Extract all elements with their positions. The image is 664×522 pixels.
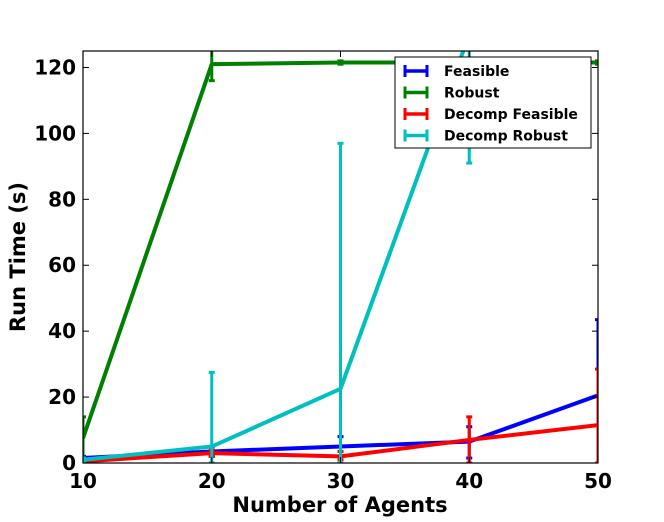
error-bar	[595, 367, 598, 463]
y-tick-label: 80	[48, 187, 76, 211]
y-tick-label: 120	[34, 55, 76, 79]
error-bar	[595, 59, 598, 66]
legend-label: Robust	[444, 86, 500, 102]
legend-label: Decomp Robust	[444, 129, 568, 145]
y-tick-label: 40	[48, 319, 76, 343]
legend-item-decomp-robust: Decomp Robust	[403, 129, 568, 145]
error-bar	[83, 415, 86, 463]
legend-label: Decomp Feasible	[444, 107, 578, 123]
error-bar	[208, 370, 215, 463]
y-axis-title: Run Time (s)	[6, 182, 30, 332]
error-bar	[337, 59, 344, 66]
y-tick-label: 20	[48, 385, 76, 409]
legend-label: Feasible	[444, 64, 509, 80]
plot-frame	[82, 50, 599, 464]
x-tick-label: 20	[198, 469, 226, 493]
legend: Feasible Robust Decomp Feasible Decomp Robu…	[394, 56, 592, 149]
y-tick-label: 100	[34, 121, 76, 145]
x-axis-title: Number of Agents	[232, 493, 447, 517]
legend-item-decomp-feasible: Decomp Feasible	[403, 107, 578, 123]
error-bar	[83, 456, 86, 463]
tick-layer: 10 20 30 40 50 0 20 40 60 80 100 120	[34, 51, 612, 493]
y-tick-label: 0	[62, 451, 76, 475]
error-bar	[337, 141, 344, 463]
y-tick-label: 60	[48, 253, 76, 277]
x-tick-label: 50	[584, 469, 612, 493]
legend-item-feasible: Feasible	[403, 64, 509, 80]
error-bar	[595, 318, 598, 463]
x-tick-label: 10	[69, 469, 97, 493]
error-bar	[466, 415, 473, 463]
series-layer	[83, 51, 598, 463]
legend-item-robust: Robust	[403, 86, 500, 102]
x-tick-label: 40	[455, 469, 483, 493]
x-tick-label: 30	[327, 469, 355, 493]
